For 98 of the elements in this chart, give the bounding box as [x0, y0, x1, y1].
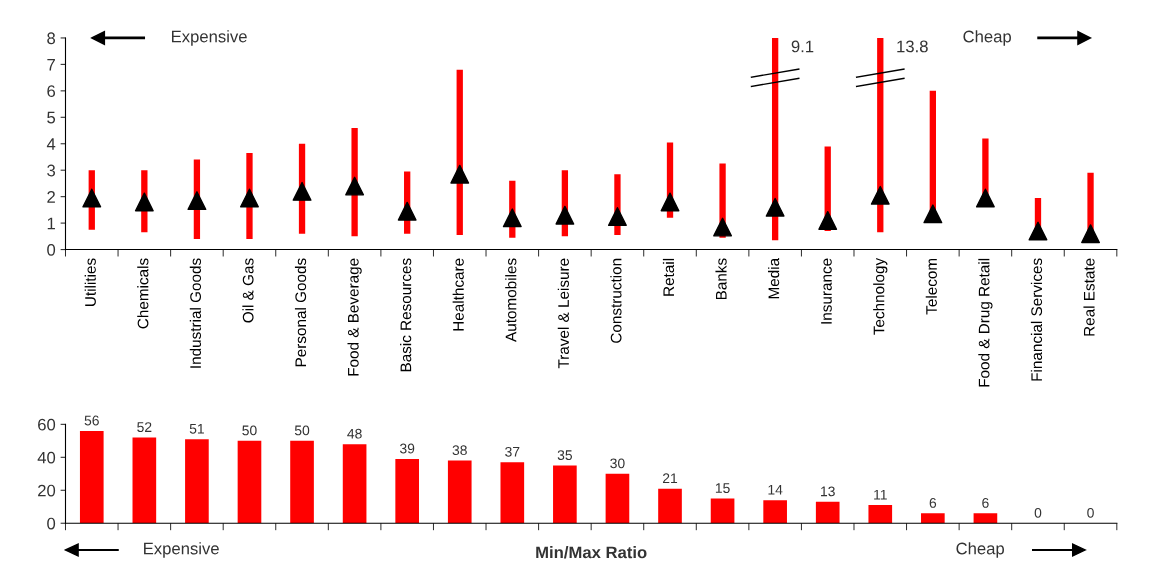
x-tick-label: Banks: [715, 258, 727, 300]
x-tick-label: Retail: [662, 258, 675, 296]
point: [239, 188, 259, 208]
data-label: 39: [399, 443, 415, 454]
point: [1081, 224, 1101, 244]
x-tick-label: Food & Beverage: [347, 258, 362, 376]
point: [660, 192, 680, 212]
annotation: Cheap: [963, 30, 1011, 46]
point: [765, 197, 785, 217]
bar: [921, 513, 945, 524]
point: [870, 185, 890, 205]
x-tick-label: Media: [768, 257, 780, 299]
data-label: 11: [874, 489, 887, 500]
annotation: Expensive: [171, 30, 247, 46]
annotation: 9.1: [791, 40, 814, 53]
y-tick-label: 0: [47, 243, 56, 256]
y-tick-label: 20: [38, 484, 56, 497]
data-label: 50: [294, 425, 310, 436]
point: [923, 204, 943, 224]
x-tick-label: Utilities: [84, 258, 96, 306]
data-label: 0: [1034, 507, 1042, 518]
bar: [237, 440, 262, 524]
point: [555, 205, 575, 225]
data-label: 51: [189, 423, 204, 434]
point: [397, 201, 417, 221]
bar: [79, 430, 104, 524]
data-label: 38: [452, 445, 467, 456]
x-tick-label: Oil & Gas: [242, 258, 254, 323]
point: [607, 207, 627, 226]
data-label: 6: [929, 498, 937, 508]
x-tick-label: Real Estate: [1083, 258, 1095, 336]
data-label: 37: [505, 446, 520, 457]
point: [713, 217, 733, 237]
data-label: 50: [242, 425, 257, 436]
x-tick-label: Technology: [873, 257, 888, 335]
bar: [553, 465, 577, 524]
bar: [342, 444, 367, 524]
y-tick-label: 8: [47, 32, 56, 45]
bar: [395, 458, 419, 524]
x-tick-label: Chemicals: [137, 258, 149, 329]
y-tick-label: 4: [46, 138, 56, 150]
point: [450, 164, 470, 184]
data-label: 35: [557, 450, 573, 461]
bar: [815, 501, 840, 524]
point: [187, 191, 207, 211]
bar: [132, 437, 157, 524]
bar: [290, 440, 314, 524]
bar: [500, 462, 525, 524]
data-label: 13: [821, 486, 835, 497]
x-tick-label: Construction: [610, 258, 622, 343]
point: [292, 181, 312, 201]
y-tick-label: 60: [38, 418, 56, 431]
y-tick-label: 7: [47, 58, 55, 71]
bar: [447, 460, 472, 524]
data-label: 48: [347, 428, 362, 439]
bar: [658, 488, 682, 524]
y-tick-label: 2: [47, 191, 55, 203]
x-tick-label: Food & Drug Retail: [978, 258, 993, 387]
x-tick-label: Basic Resources: [400, 258, 412, 372]
point: [345, 176, 365, 196]
bar: [973, 513, 998, 524]
data-label: 0: [1087, 507, 1094, 518]
y-tick-label: 1: [47, 217, 55, 230]
data-label: 15: [715, 483, 730, 493]
point: [975, 188, 995, 208]
bar: [868, 505, 893, 524]
bar: [710, 498, 735, 524]
x-tick-label: Financial Services: [1030, 258, 1043, 381]
data-label: 21: [662, 473, 678, 483]
annotation: 13.8: [897, 40, 928, 53]
x-tick-label: Travel & Leisure: [557, 258, 569, 369]
data-label: 30: [610, 458, 625, 469]
x-tick-label: Industrial Goods: [189, 258, 202, 368]
data-label: 6: [982, 498, 989, 508]
y-tick-label: 40: [37, 451, 56, 464]
x-tick-label: Personal Goods: [294, 258, 307, 367]
point: [82, 188, 102, 208]
bar: [763, 500, 787, 524]
data-label: 56: [84, 415, 99, 426]
x-tick-label: Healthcare: [452, 258, 464, 331]
y-tick-label: 3: [47, 164, 56, 177]
y-tick-label: 6: [47, 85, 56, 98]
x-axis-title: Min/Max Ratio: [536, 546, 647, 559]
data-label: 14: [768, 484, 783, 495]
point: [1028, 221, 1048, 241]
data-label: 52: [137, 422, 152, 433]
point: [502, 208, 522, 228]
bar: [185, 439, 209, 524]
bar: [605, 473, 630, 524]
point: [818, 210, 838, 230]
x-tick-label: Automobiles: [505, 258, 517, 342]
x-tick-label: Telecom: [925, 258, 937, 315]
text: Expensive: [144, 542, 219, 558]
x-tick-label: Insurance: [821, 258, 832, 324]
y-tick-label: 0: [47, 517, 56, 530]
y-tick-label: 5: [47, 111, 56, 124]
point: [134, 192, 154, 212]
text: Cheap: [956, 542, 1005, 558]
